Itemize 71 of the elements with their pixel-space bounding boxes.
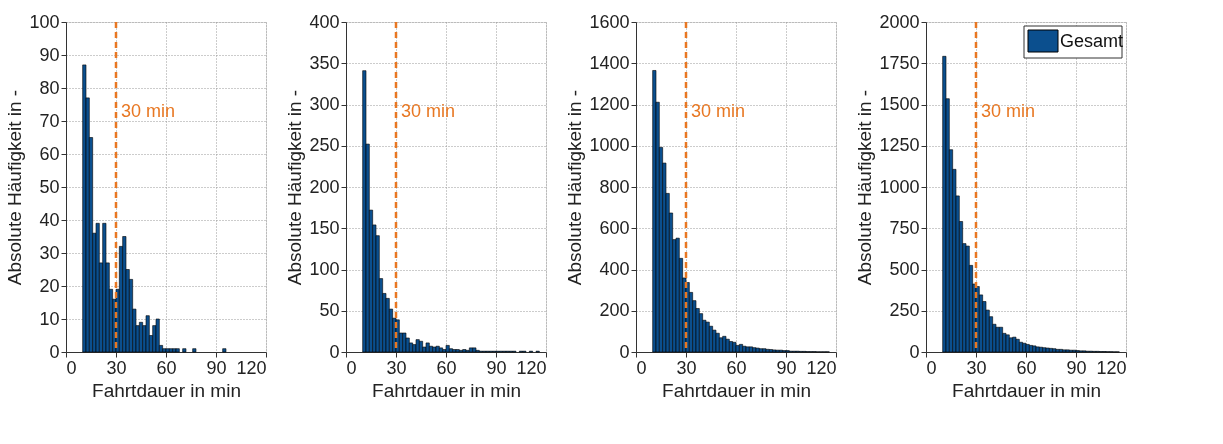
- x-tick-label: 90: [776, 357, 797, 378]
- x-axis-title: Fahrtdauer in min: [952, 379, 1101, 401]
- y-tick-label: 2000: [879, 11, 920, 32]
- y-tick-label: 400: [599, 259, 630, 279]
- y-tick-label: 800: [599, 176, 630, 197]
- y-tick-label: 30: [39, 242, 60, 263]
- y-tick-label: 40: [39, 209, 60, 230]
- y-tick-label: 500: [889, 259, 920, 279]
- x-axis-title: Fahrtdauer in min: [92, 379, 241, 401]
- y-tick-label: 200: [309, 176, 340, 197]
- y-tick-label: 1200: [589, 94, 630, 114]
- ref-line-label: 30 min: [121, 101, 176, 121]
- x-tick-label: 0: [66, 357, 77, 378]
- y-tick-label: 350: [309, 52, 340, 73]
- y-tick-label: 100: [309, 259, 340, 279]
- y-tick-label: 1250: [879, 135, 920, 156]
- x-tick-label: 30: [106, 357, 127, 378]
- y-tick-label: 250: [889, 300, 920, 321]
- y-tick-label: 750: [889, 217, 920, 238]
- x-tick-label: 120: [516, 357, 547, 378]
- ref-line-label: 30 min: [691, 101, 746, 121]
- y-axis-title: Absolute Häufigkeit in -: [4, 89, 26, 286]
- x-tick-label: 60: [436, 357, 457, 378]
- x-tick-label: 30: [386, 357, 407, 378]
- y-tick-label: 50: [319, 300, 340, 321]
- x-tick-label: 0: [636, 357, 647, 378]
- x-tick-label: 120: [236, 357, 267, 378]
- y-tick-label: 1000: [879, 176, 920, 197]
- y-tick-label: 0: [619, 341, 630, 362]
- x-tick-label: 60: [156, 357, 177, 378]
- y-tick-label: 20: [39, 275, 60, 296]
- y-axis-title: Absolute Häufigkeit in -: [854, 89, 876, 286]
- x-tick-label: 90: [486, 357, 507, 378]
- y-tick-label: 80: [39, 77, 60, 98]
- x-tick-label: 90: [206, 357, 227, 378]
- x-axis-title: Fahrtdauer in min: [372, 379, 521, 401]
- y-axis-title: Absolute Häufigkeit in -: [284, 89, 306, 286]
- y-tick-label: 250: [309, 135, 340, 156]
- y-tick-label: 100: [29, 11, 60, 32]
- y-tick-label: 0: [909, 341, 920, 362]
- x-tick-label: 120: [1096, 357, 1127, 378]
- y-tick-label: 600: [599, 217, 630, 238]
- x-tick-label: 30: [676, 357, 697, 378]
- y-tick-label: 1600: [589, 11, 630, 32]
- x-axis-title: Fahrtdauer in min: [662, 379, 811, 401]
- x-tick-label: 0: [346, 357, 357, 378]
- y-tick-label: 1500: [879, 94, 920, 114]
- y-tick-label: 0: [329, 341, 340, 362]
- x-tick-label: 90: [1066, 357, 1087, 378]
- x-tick-label: 30: [966, 357, 987, 378]
- y-tick-label: 150: [309, 217, 340, 238]
- x-tick-label: 0: [926, 357, 937, 378]
- y-tick-label: 200: [599, 300, 630, 321]
- y-tick-label: 50: [39, 176, 60, 197]
- legend-label: Gesamt: [1060, 31, 1124, 51]
- ref-line-label: 30 min: [401, 101, 456, 121]
- y-tick-label: 70: [39, 110, 60, 131]
- y-tick-label: 400: [309, 11, 340, 32]
- ref-line-label: 30 min: [981, 101, 1036, 121]
- y-tick-label: 60: [39, 143, 60, 164]
- x-tick-label: 60: [726, 357, 747, 378]
- y-tick-label: 1000: [589, 135, 630, 156]
- y-tick-label: 1750: [879, 52, 920, 73]
- y-tick-label: 0: [49, 341, 60, 362]
- x-tick-label: 120: [806, 357, 837, 378]
- y-tick-label: 1400: [589, 52, 630, 73]
- y-axis-title: Absolute Häufigkeit in -: [564, 89, 586, 286]
- x-tick-label: 60: [1016, 357, 1037, 378]
- y-tick-label: 10: [39, 308, 60, 329]
- y-tick-label: 90: [39, 44, 60, 65]
- y-tick-label: 300: [309, 94, 340, 114]
